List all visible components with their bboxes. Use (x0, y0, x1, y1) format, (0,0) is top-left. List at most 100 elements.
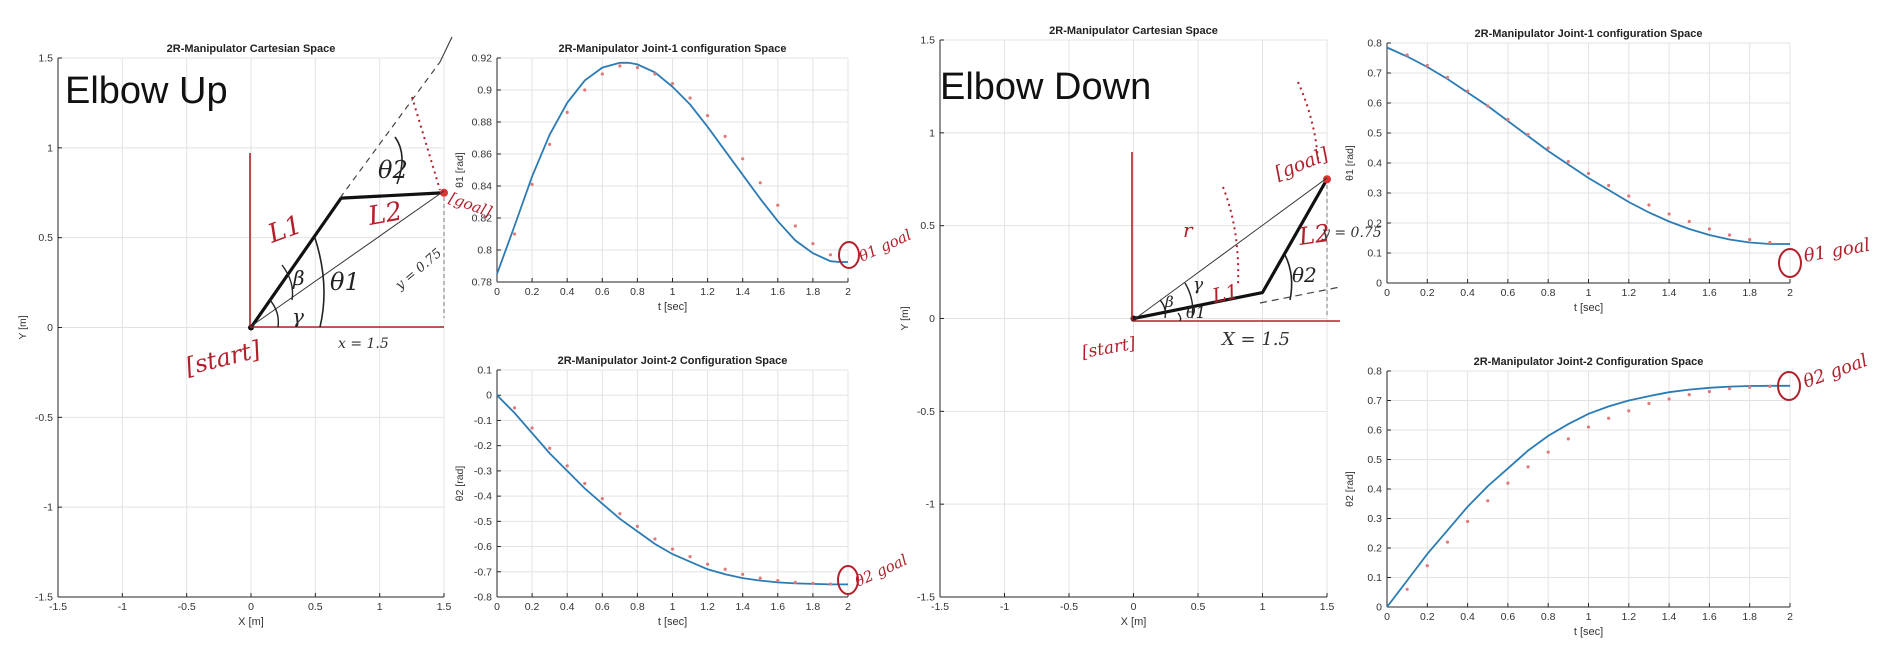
y-axis-label: θ2 [rad] (454, 466, 466, 502)
label-x-eq: x = 1.5 (338, 336, 389, 352)
data-point (635, 524, 640, 528)
x-tick-label: 0.8 (630, 601, 645, 613)
joint1-plot-elbow-down: 0 0.2 0.4 0.6 0.8 1 1.2 1.4 1.6 1.8 2 0 0.1 0.2 0.3 0.4… (1344, 28, 1793, 314)
data-point (1667, 397, 1671, 401)
y-tick-label: 0 (1376, 278, 1382, 290)
data-point (600, 497, 604, 501)
x-tick-label: 2 (1787, 287, 1793, 299)
y-tick-label: 0.88 (472, 117, 493, 129)
theta1-arc (1177, 312, 1182, 322)
data-point (828, 582, 833, 586)
data-point (1727, 233, 1732, 237)
x-tick-label: 1.4 (1662, 611, 1677, 623)
x-tick-label: 0.2 (1420, 611, 1435, 623)
data-point (530, 426, 534, 430)
y-tick-label: 1 (929, 127, 935, 139)
y-tick-label: 0.7 (1367, 68, 1382, 80)
data-point (758, 181, 762, 185)
y-tick-label: 0.3 (1367, 188, 1382, 200)
label-theta2-goal-down: θ2 goal (1801, 350, 1871, 393)
data-point (776, 579, 780, 583)
manipulator-links (1133, 178, 1329, 321)
data-point (1526, 465, 1530, 469)
y-tick-label: 0.8 (477, 245, 492, 257)
joint2-plot-elbow-up: 0 0.2 0.4 0.6 0.8 1 1.2 1.4 1.6 1.8 2 -0.8 -0.7 -0.6 -… (454, 355, 851, 628)
x-tick-label: 0.8 (1541, 287, 1556, 299)
y-tick-label: 1 (47, 142, 53, 154)
joint2-plot-elbow-down: 0 0.2 0.4 0.6 0.8 1 1.2 1.4 1.6 1.8 2 0 0.1 0.2 0.3 0.4… (1344, 356, 1793, 638)
data-point (1425, 564, 1429, 568)
data-point (1727, 387, 1732, 391)
y-tick-label: 0.5 (38, 232, 53, 244)
y-tick-label: -0.7 (474, 566, 492, 578)
beta-arc (1159, 299, 1167, 319)
x-tick-label: 2 (1787, 611, 1793, 623)
x-tick-label: 1 (1586, 287, 1592, 299)
x-tick-label: 0.8 (630, 286, 645, 298)
data-point (1707, 227, 1711, 231)
data-point (1607, 416, 1611, 420)
data-point (618, 64, 622, 68)
x-axis-label: t [sec] (1574, 626, 1603, 638)
goal-circle-j1-up (838, 241, 860, 269)
gamma-arc (1184, 282, 1194, 319)
goal-circle-j1-down (1778, 248, 1802, 278)
data-point (1486, 499, 1490, 503)
goal-circle-j2-down (1777, 371, 1801, 401)
x-axis-label: t [sec] (1574, 302, 1603, 314)
data-point (1687, 393, 1691, 397)
x-tick-label: 1.8 (806, 601, 821, 613)
data-point (530, 182, 534, 186)
x-tick-label: 1.6 (1702, 611, 1717, 623)
y-tick-label: 0.2 (1367, 218, 1382, 230)
y-tick-label: -1.5 (917, 592, 935, 604)
data-point (1607, 183, 1611, 188)
data-point (1466, 89, 1470, 93)
series-line (496, 61, 848, 275)
joint1-plot-elbow-up: 0 0.2 0.4 0.6 0.8 1 1.2 1.4 1.6 1.8 2 0.78 0.8 0.82 0.… (454, 43, 851, 313)
label-x-eq: X = 1.5 (1220, 329, 1290, 350)
data-point (1768, 240, 1772, 245)
data-point (512, 232, 517, 236)
y-tick-label: 0.1 (1367, 248, 1382, 260)
y-tick-label: 0.6 (1367, 425, 1382, 437)
x-tick-label: 1.5 (437, 601, 452, 613)
data-point (1748, 237, 1752, 242)
data-point (1466, 519, 1470, 524)
link1-extension-solid (439, 36, 453, 63)
x-tick-label: -1 (118, 601, 127, 613)
data-point (1707, 390, 1711, 394)
x-tick-label: 1 (670, 286, 676, 298)
y-tick-label: 0.82 (472, 213, 493, 225)
label-theta2: θ2 (1292, 263, 1317, 287)
y-tick-label: 0.2 (1367, 543, 1382, 555)
data-point (1486, 104, 1490, 108)
label-beta: β (292, 266, 305, 290)
x-tick-label: 0.4 (1460, 287, 1475, 299)
y-tick-label: -0.5 (474, 516, 492, 528)
data-point (618, 512, 622, 516)
data-point (1586, 171, 1591, 176)
data-point (1566, 437, 1570, 441)
data-point (793, 224, 797, 228)
data-point (1748, 385, 1752, 389)
chart-title: 2R-Manipulator Cartesian Space (167, 43, 336, 55)
x-tick-label: 0.4 (560, 601, 575, 613)
label-beta: β (1164, 293, 1174, 311)
y-tick-label: -0.5 (917, 406, 935, 418)
series-line (496, 394, 848, 586)
x-tick-label: 2 (845, 286, 851, 298)
data-point (512, 406, 517, 410)
data-point (565, 464, 569, 468)
data-point (1586, 425, 1591, 429)
x-tick-label: -1.5 (931, 601, 949, 613)
y-tick-label: -0.8 (474, 592, 492, 604)
data-point (1687, 219, 1691, 224)
y-axis-label: θ1 [rad] (454, 152, 466, 188)
theta1-arc (314, 237, 325, 328)
data-point (1506, 481, 1510, 485)
x-tick-label: 1.2 (700, 286, 715, 298)
data-point (1627, 194, 1631, 198)
goal-point (1323, 175, 1331, 184)
gamma-arc (269, 299, 280, 328)
